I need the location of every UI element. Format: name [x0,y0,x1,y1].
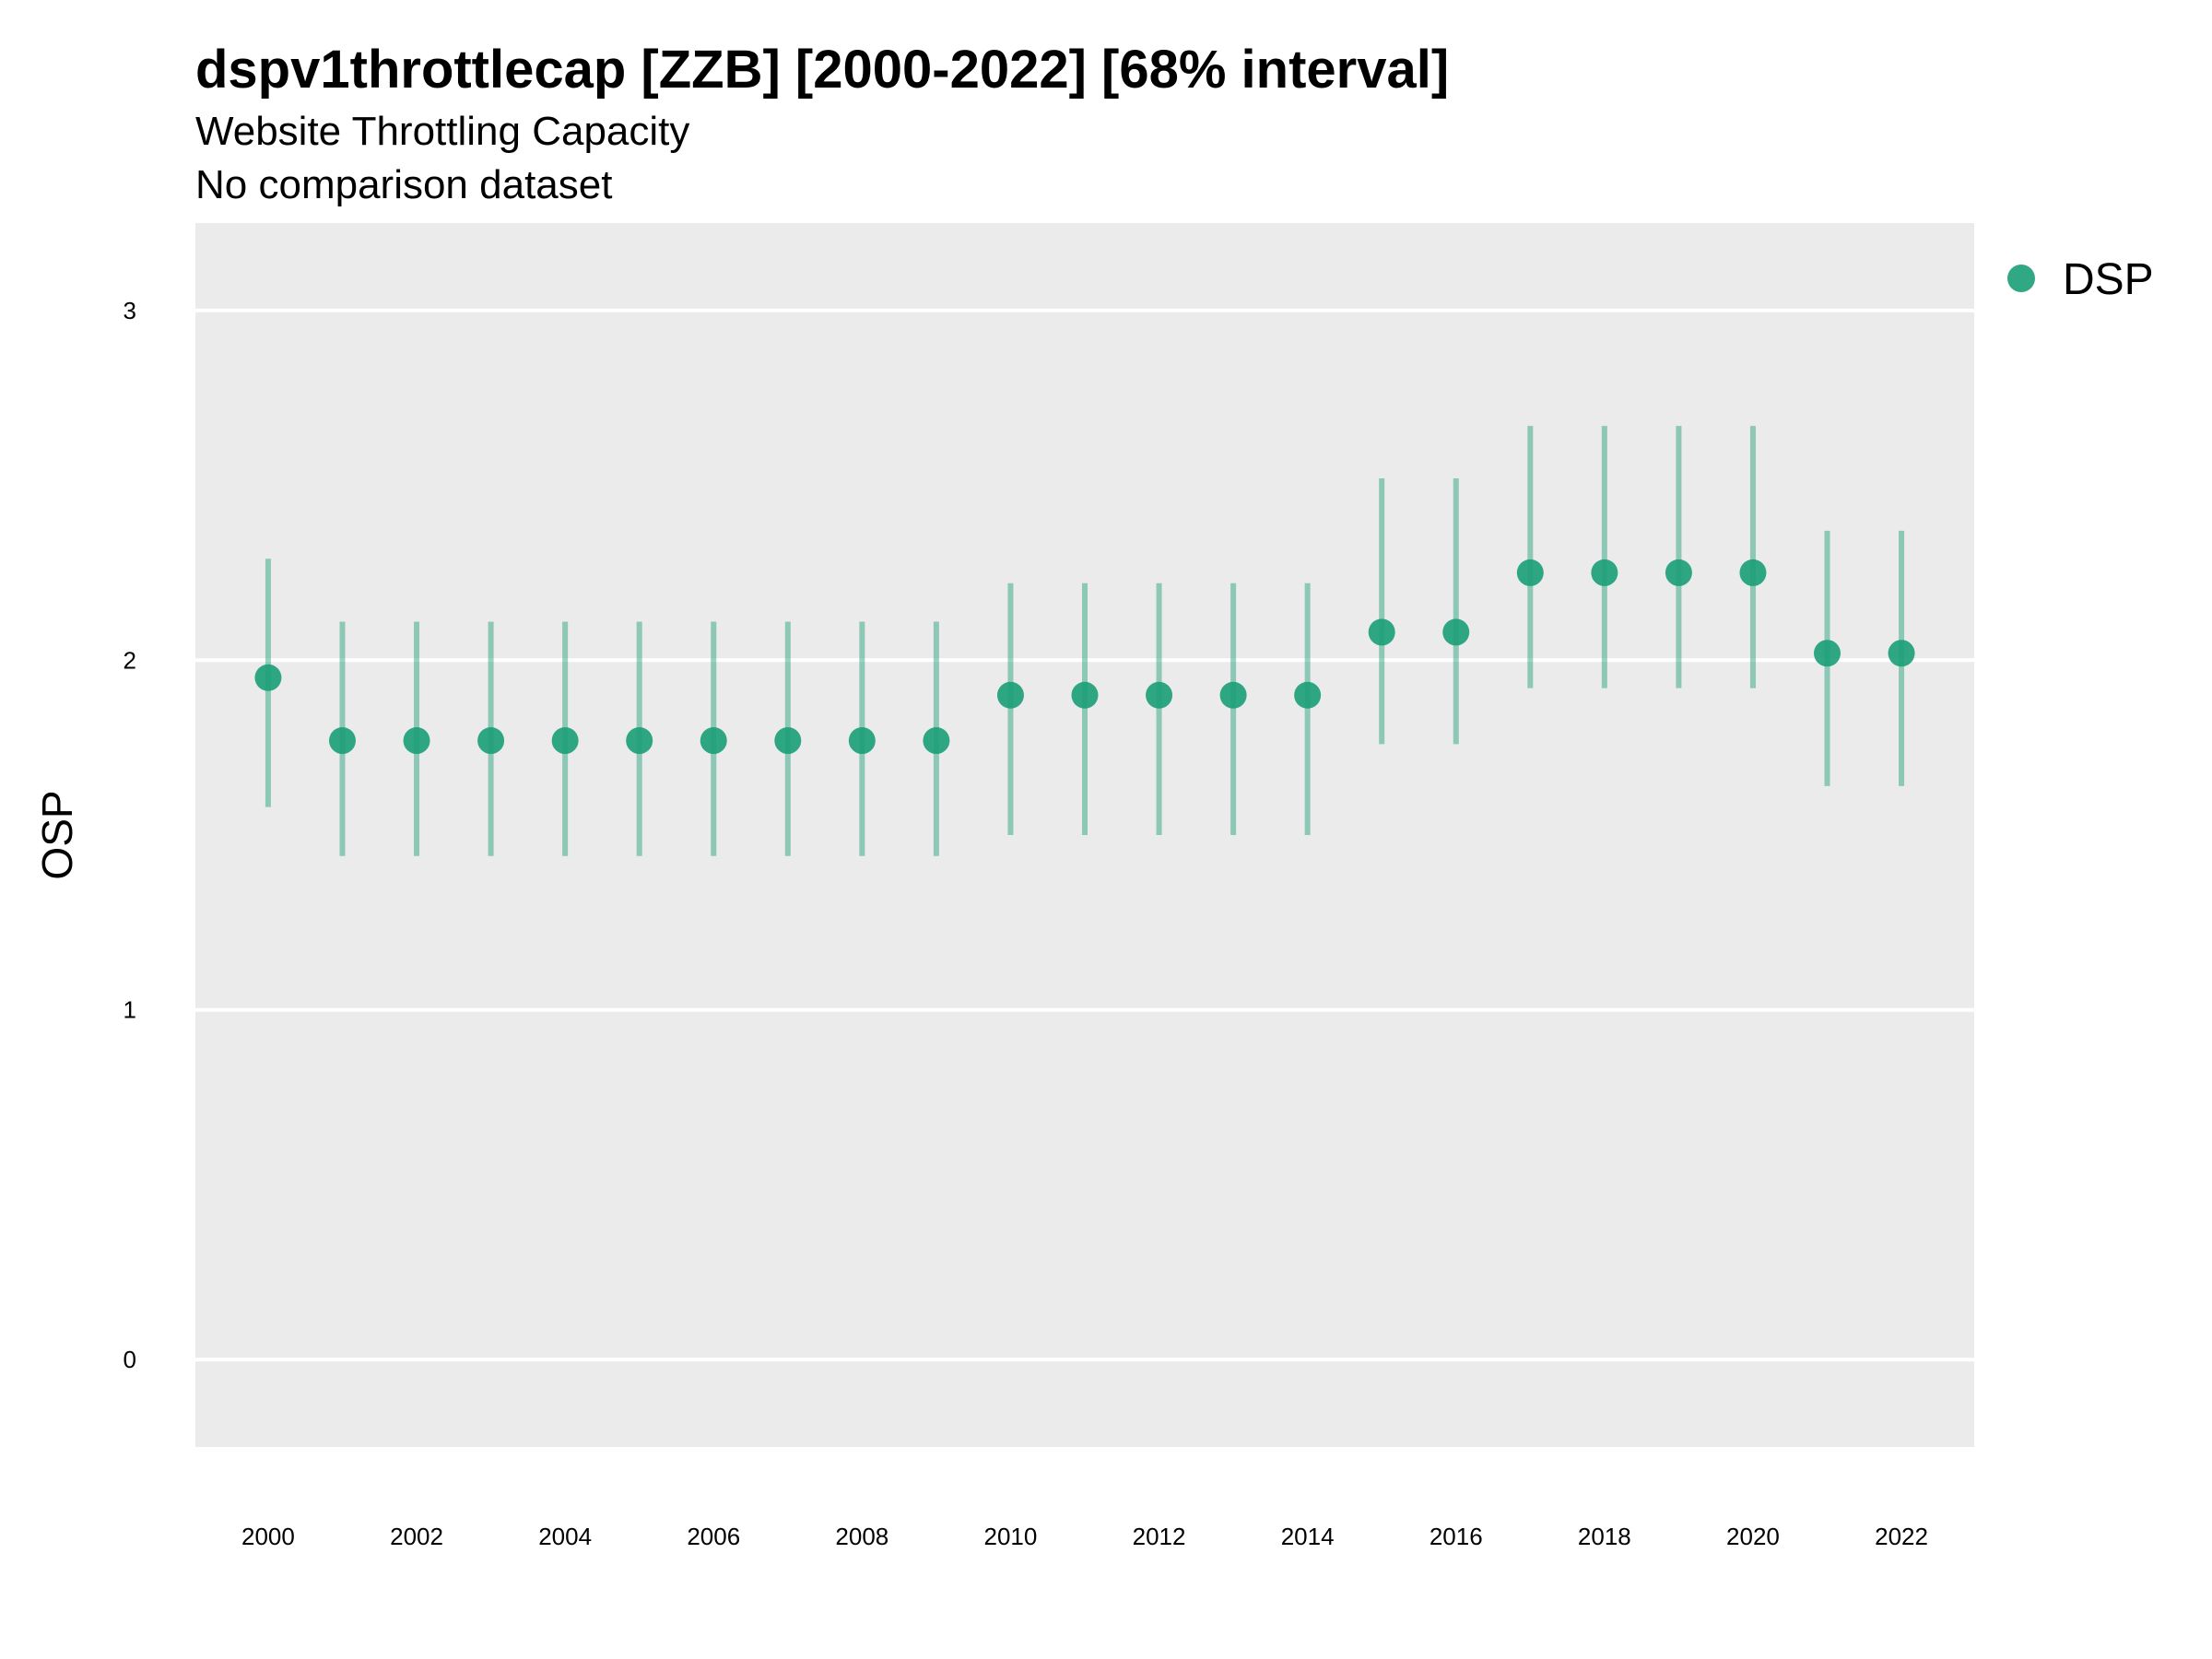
x-tick-label: 2000 [241,1523,295,1550]
data-point [477,727,505,755]
data-point [254,664,282,691]
chart-caption: No comparison dataset [195,162,612,207]
data-point [1591,559,1618,586]
data-point [1814,640,1841,667]
chart-subtitle: Website Throttling Capacity [195,109,689,154]
x-tick-label: 2018 [1578,1523,1631,1550]
y-tick-label: 3 [124,297,136,324]
data-point [923,727,950,755]
x-tick-label: 2010 [984,1523,1038,1550]
data-point [1888,640,1915,667]
y-axis-label: OSP [33,790,81,879]
x-tick-label: 2022 [1875,1523,1928,1550]
data-points [254,559,1915,755]
data-point [1294,681,1322,709]
x-tick-label: 2020 [1726,1523,1780,1550]
y-tick-label: 0 [124,1346,136,1373]
data-point [848,727,876,755]
data-point [1442,618,1470,646]
legend-key-dsp [2007,265,2035,292]
grid-lines [195,308,1974,1362]
data-point [328,727,356,755]
x-tick-label: 2006 [687,1523,740,1550]
data-point [774,727,802,755]
x-tick-label: 2004 [538,1523,592,1550]
data-point [626,727,653,755]
x-tick-label: 2016 [1430,1523,1483,1550]
data-point [1368,618,1395,646]
data-point [1516,559,1544,586]
x-tick-label: 2012 [1133,1523,1186,1550]
data-point [403,727,430,755]
x-tick-label: 2014 [1281,1523,1335,1550]
data-point [1219,681,1247,709]
x-tick-label: 2008 [835,1523,888,1550]
data-point [1146,681,1173,709]
data-point [700,727,727,755]
data-point [996,681,1024,709]
data-point [551,727,579,755]
data-point [1739,559,1767,586]
x-tick-label: 2002 [390,1523,443,1550]
x-axis-ticks: 2000 2002 2004 2006 2008 2010 2012 2014 2016 2018… [241,1523,1928,1550]
y-tick-label: 2 [124,646,136,674]
y-tick-label: 1 [124,996,136,1024]
plot-panel [195,223,1974,1447]
y-axis-ticks: 0 1 2 3 [124,297,136,1373]
legend-label-dsp: DSP [2063,255,2154,304]
data-point [1665,559,1692,586]
data-point [1071,681,1099,709]
chart-title: dspv1throttlecap [ZZB] [2000-2022] [68% … [195,40,1449,100]
legend: DSP [2007,255,2154,304]
